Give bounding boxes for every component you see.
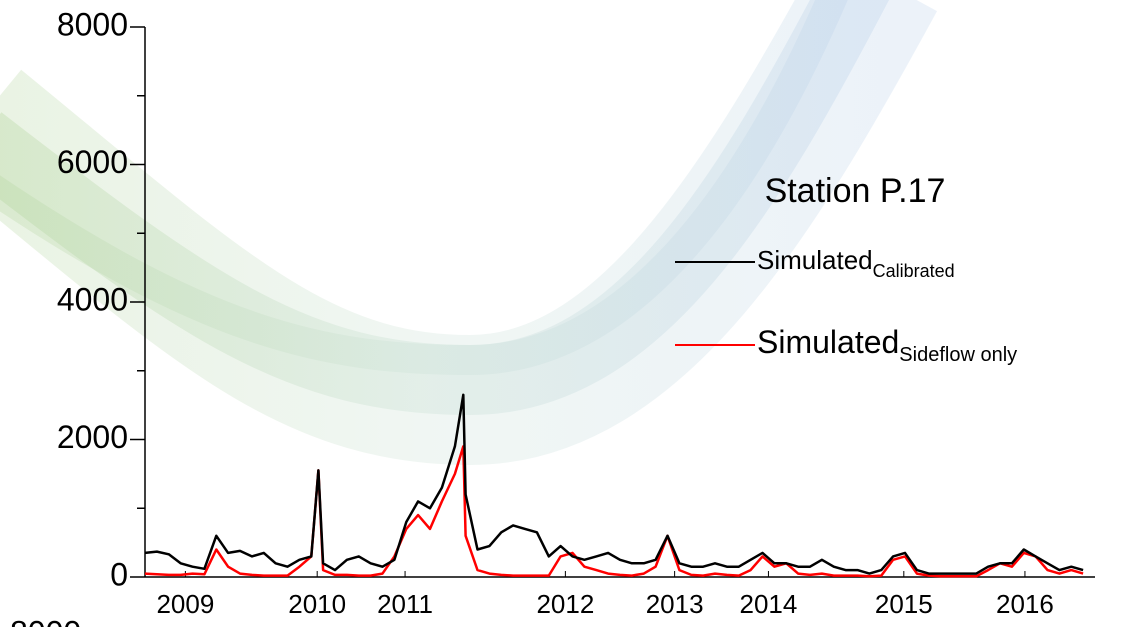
legend-name: Simulated [757,324,899,360]
background-swoosh [0,0,938,466]
y-tick-label: 0 [110,556,128,592]
x-tick-label: 2009 [156,589,214,619]
x-tick-label: 2010 [288,589,346,619]
y-tick-label: 6000 [57,144,128,180]
y-tick-label: 4000 [57,281,128,317]
clipped-label: 8000 [10,614,81,627]
x-tick-label: 2015 [875,589,933,619]
y-tick-label: 8000 [57,6,128,42]
x-tick-label: 2011 [377,589,433,619]
data-line [144,445,1084,578]
y-tick-label: 2000 [57,419,128,455]
legend-title: Station P.17 [765,172,946,210]
legend-subscript: Sideflow only [899,344,1017,366]
x-tick-label: 2014 [740,589,798,619]
legend-label: SimulatedCalibrated [757,245,955,281]
x-tick-label: 2012 [536,589,594,619]
legend-subscript: Calibrated [873,261,955,281]
data-line [144,393,1084,575]
x-tick-label: 2016 [996,589,1054,619]
x-tick-label: 2013 [646,589,704,619]
legend-label: SimulatedSideflow only [757,324,1017,366]
legend-name: Simulated [757,245,873,275]
